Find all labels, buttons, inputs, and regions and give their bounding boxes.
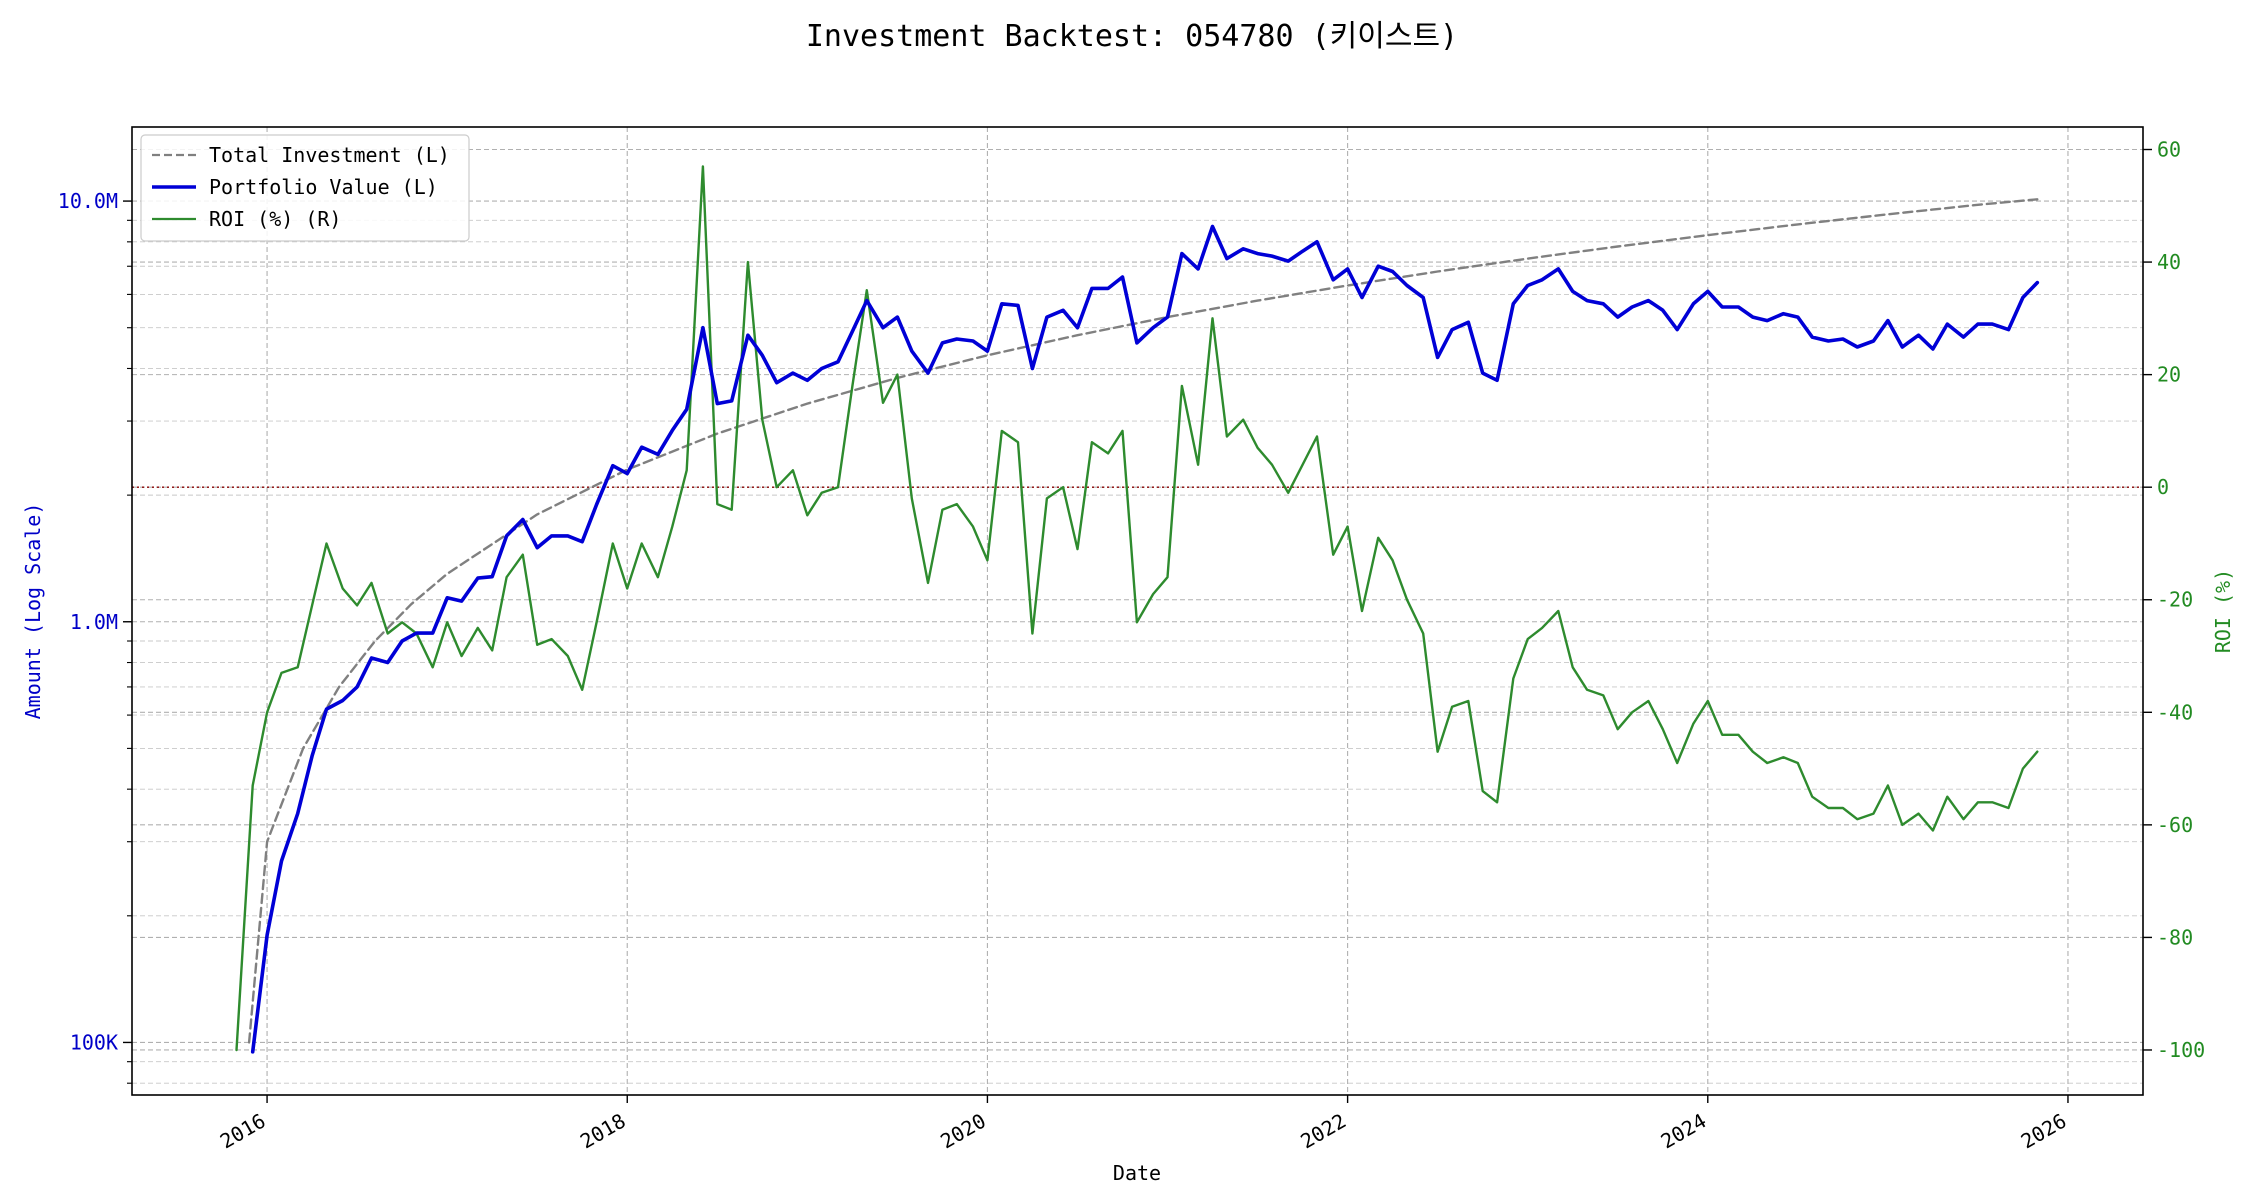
series-portfolio-value [250, 224, 2040, 1054]
right-tick-label: 40 [2157, 250, 2181, 274]
right-axis-ticks: -100 -80 -60 -40 -20 0 20 40 60 [2143, 138, 2205, 1062]
left-tick-label: 10.0M [58, 189, 118, 213]
series-total-investment [247, 198, 2039, 1044]
series-roi [235, 165, 2039, 1052]
right-tick-label: 20 [2157, 363, 2181, 387]
left-axis-ticks: 100K 1.0M 10.0M [58, 189, 132, 1084]
right-tick-label: 60 [2157, 138, 2181, 162]
plot-frame [131, 126, 2144, 1096]
legend-label-roi: ROI (%) (R) [209, 207, 341, 231]
legend-box [140, 134, 470, 242]
legend: Total Investment (L) Portfolio Value (L)… [140, 134, 470, 242]
left-tick-label: 1.0M [70, 610, 118, 634]
legend-label-portfolio-value: Portfolio Value (L) [209, 175, 438, 199]
chart-title: Investment Backtest: 054780 (키이스트) [806, 19, 1458, 54]
right-tick-label: -40 [2157, 700, 2193, 724]
left-axis-label: Amount (Log Scale) [21, 503, 45, 720]
right-axis-label: ROI (%) [2211, 569, 2235, 653]
right-tick-label: -100 [2157, 1038, 2205, 1062]
right-tick-label: -60 [2157, 813, 2193, 837]
series [235, 165, 2040, 1054]
right-tick-label: -80 [2157, 925, 2193, 949]
right-tick-label: 0 [2157, 475, 2169, 499]
right-tick-label: -20 [2157, 588, 2193, 612]
left-tick-label: 100K [70, 1030, 118, 1054]
x-axis-label: Date [1113, 1161, 1161, 1185]
legend-label-total-investment: Total Investment (L) [209, 143, 450, 167]
